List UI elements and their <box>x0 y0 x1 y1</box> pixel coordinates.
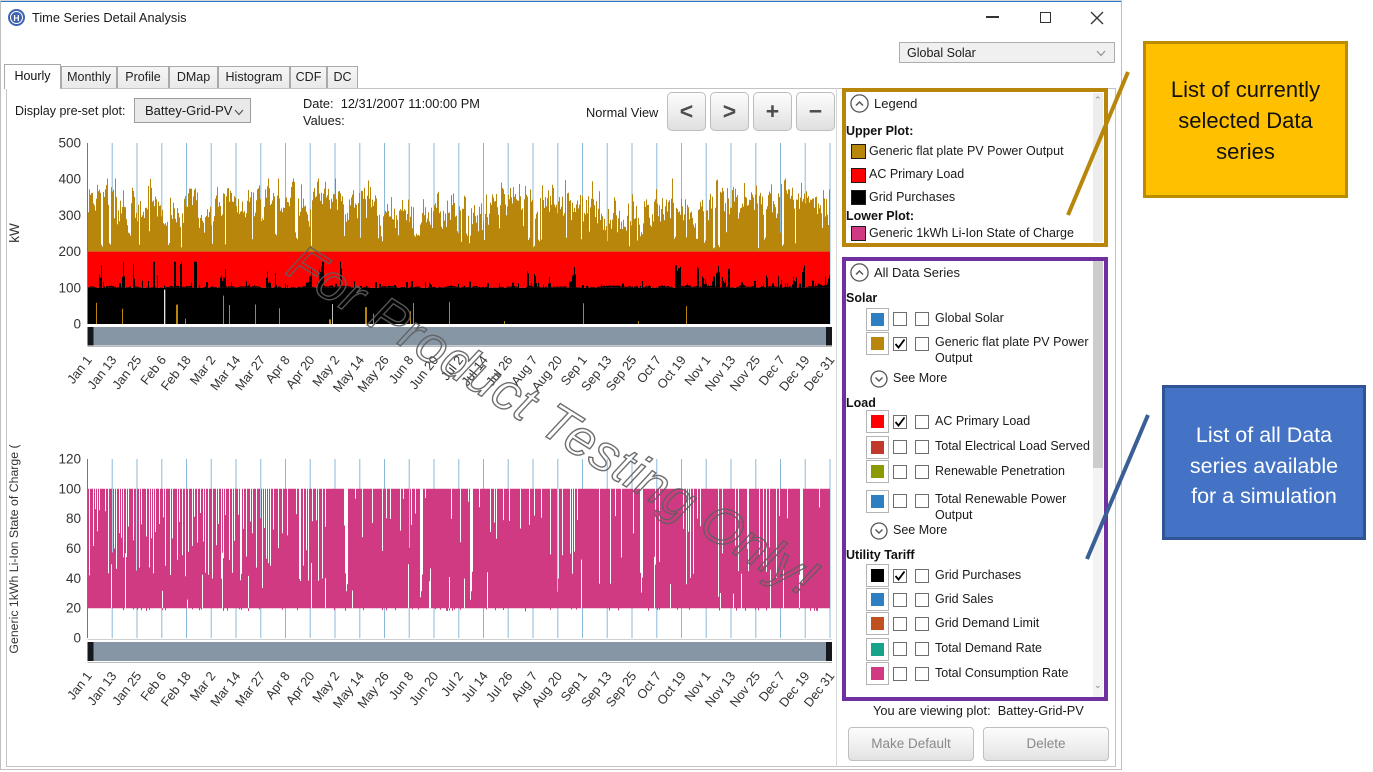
svg-text:0: 0 <box>73 317 81 332</box>
svg-text:100: 100 <box>58 481 81 496</box>
svg-text:Jul 14: Jul 14 <box>458 669 491 705</box>
svg-text:400: 400 <box>58 172 81 187</box>
svg-text:Jul 26: Jul 26 <box>483 669 516 705</box>
svg-text:200: 200 <box>58 244 81 259</box>
svg-text:500: 500 <box>58 136 81 151</box>
svg-text:120: 120 <box>58 452 81 467</box>
svg-text:0: 0 <box>73 631 81 646</box>
svg-text:100: 100 <box>58 280 81 295</box>
svg-text:60: 60 <box>66 541 81 556</box>
svg-text:80: 80 <box>66 511 81 526</box>
svg-text:40: 40 <box>66 571 81 586</box>
svg-text:Generic 1kWh Li-Ion State of C: Generic 1kWh Li-Ion State of Charge ( <box>7 444 21 654</box>
svg-text:20: 20 <box>66 601 81 616</box>
svg-text:kW: kW <box>7 223 22 243</box>
svg-text:300: 300 <box>58 208 81 223</box>
